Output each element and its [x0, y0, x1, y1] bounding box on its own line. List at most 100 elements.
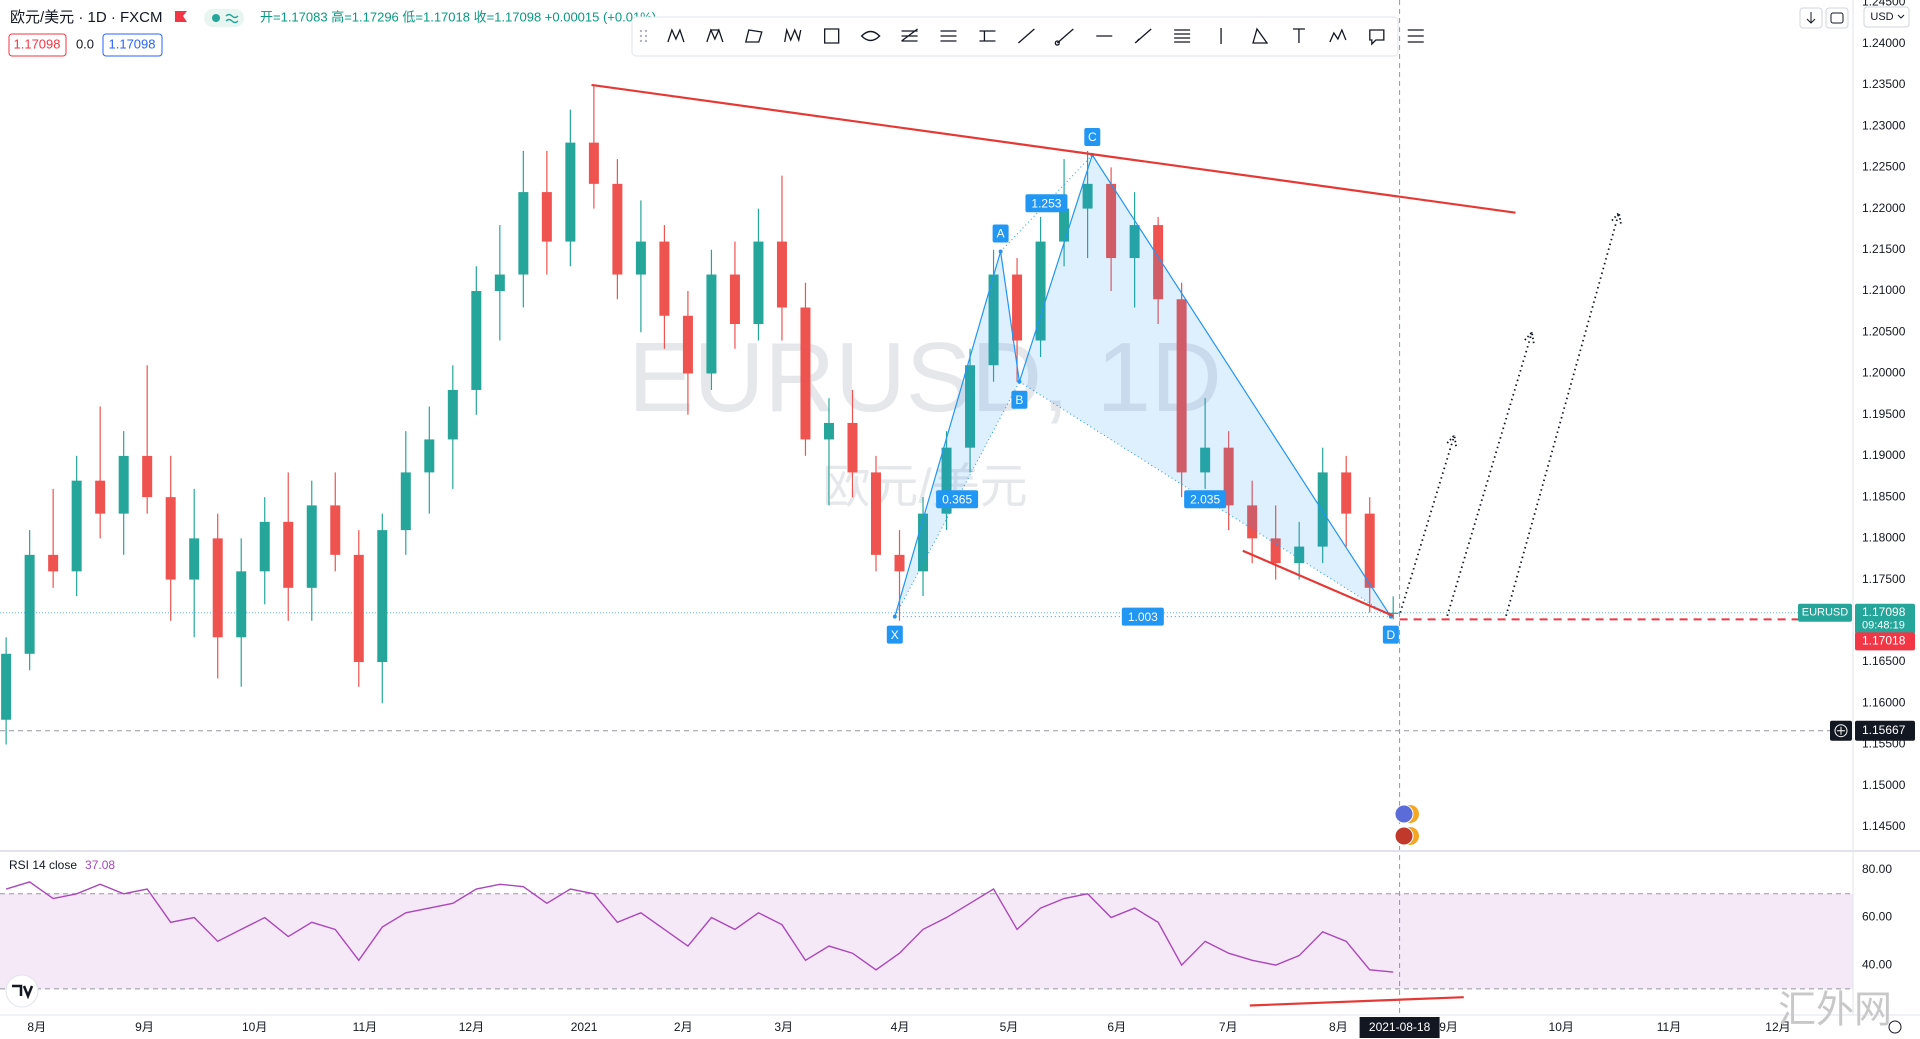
tool-button[interactable]	[744, 29, 763, 43]
y-tick-label: 1.17500	[1862, 572, 1906, 586]
tool-button[interactable]	[706, 28, 724, 43]
ratio-label: 1.003	[1128, 610, 1158, 624]
crosshair-tag	[1855, 720, 1915, 741]
add-alert-icon[interactable]	[1834, 724, 1848, 738]
y-tick-label: 1.18500	[1862, 489, 1906, 503]
candle-body	[823, 422, 834, 440]
watermark-symbol: EURUSD, 1D	[628, 322, 1222, 432]
currency-caret	[1897, 14, 1905, 19]
y-tick-label: 1.19500	[1862, 407, 1906, 421]
y-tick-label: 1.21000	[1862, 283, 1906, 297]
candle-body	[48, 554, 59, 572]
candle-body	[1317, 472, 1328, 547]
x-tick-label: 5月	[1000, 1020, 1019, 1034]
candle-body	[24, 554, 35, 654]
x-tick-label: 9月	[135, 1020, 154, 1034]
candle-body	[212, 538, 223, 638]
pattern-point	[892, 614, 897, 619]
sell-price[interactable]: 1.17098	[14, 36, 61, 51]
candle-body	[1200, 447, 1211, 473]
candle-body	[776, 241, 787, 308]
point-label: D	[1387, 628, 1396, 642]
low-price-tag	[1855, 632, 1915, 651]
tool-button[interactable]	[1174, 29, 1191, 43]
candle-body	[588, 142, 599, 184]
site-logo: 汇外网	[1778, 990, 1892, 1032]
candle-body	[1270, 538, 1281, 564]
y-tick-label: 1.14500	[1862, 819, 1906, 833]
trend-line	[591, 83, 1516, 214]
x-tick-label: 11月	[1657, 1020, 1681, 1034]
tool-button[interactable]	[1252, 27, 1269, 44]
tool-button[interactable]	[824, 28, 840, 44]
candle-body	[612, 183, 623, 275]
candle-body	[541, 192, 552, 242]
tool-button[interactable]	[667, 28, 685, 43]
fullscreen-icon	[1830, 12, 1844, 24]
settings-icon[interactable]	[1888, 1020, 1902, 1034]
last-price-label: 1.17098	[1862, 605, 1906, 619]
tool-button[interactable]	[1054, 28, 1074, 46]
candle-body	[729, 274, 740, 325]
symbol-title: 欧元/美元 · 1D · FXCM	[10, 9, 163, 26]
candle-body	[1223, 447, 1234, 506]
tool-button[interactable]	[901, 28, 918, 42]
rsi-value: 37.08	[85, 858, 115, 872]
tool-button[interactable]	[1329, 28, 1347, 43]
status-pill[interactable]	[204, 9, 244, 27]
sell-badge[interactable]	[8, 33, 67, 57]
y-tick-label: 1.22500	[1862, 160, 1906, 174]
rsi-trend-line	[1249, 996, 1464, 1007]
tool-button[interactable]	[1407, 29, 1424, 43]
x-tick-label: 6月	[1107, 1020, 1126, 1034]
candle-body	[142, 455, 153, 498]
last-price-tag	[1855, 603, 1915, 634]
pattern-leg	[894, 251, 1002, 617]
crosshair-label: 1.15667	[1862, 723, 1906, 737]
event-icon[interactable]	[1394, 804, 1414, 824]
ratio-label: 0.365	[942, 492, 972, 506]
candle-body	[941, 447, 952, 514]
event-icon[interactable]	[1394, 826, 1414, 846]
x-tick-label: 8月	[1329, 1020, 1348, 1034]
tv-logo-mark	[12, 984, 34, 1000]
event-icons	[1394, 804, 1419, 846]
x-tick-label: 7月	[1219, 1020, 1238, 1034]
candle-body	[377, 530, 388, 663]
x-tick-label: 12月	[459, 1020, 484, 1034]
tool-button[interactable]	[1292, 28, 1305, 43]
flag-icon[interactable]	[175, 11, 187, 22]
tool-button[interactable]	[860, 30, 881, 42]
buy-price[interactable]: 1.17098	[109, 36, 156, 51]
candle-body	[871, 472, 881, 555]
cursor-date-box	[1359, 1017, 1440, 1038]
x-tick-label: 12月	[1765, 1020, 1790, 1034]
x-tick-label: 3月	[774, 1020, 793, 1034]
candle-body	[518, 192, 529, 275]
buy-badge[interactable]	[102, 33, 163, 57]
point-label: A	[997, 227, 1005, 241]
currency-button[interactable]	[1863, 6, 1910, 28]
point-box	[1382, 625, 1399, 644]
tool-button[interactable]	[1369, 29, 1385, 46]
tool-button[interactable]	[1134, 28, 1152, 44]
candle-body	[471, 291, 482, 390]
currency[interactable]: USD	[1870, 11, 1893, 23]
point-label: C	[1088, 130, 1097, 144]
tool-button[interactable]	[1017, 28, 1035, 44]
tool-button[interactable]	[979, 30, 996, 42]
pattern-point	[998, 249, 1003, 254]
tool-button[interactable]	[784, 27, 802, 43]
fullscreen-button[interactable]	[1825, 7, 1849, 29]
ratio-label: 1.253	[1031, 196, 1061, 210]
ratio-box	[1184, 490, 1227, 509]
candle-body	[1, 653, 12, 720]
tool-button[interactable]	[940, 30, 957, 42]
candle-body	[1341, 472, 1352, 514]
candle-body	[189, 538, 200, 580]
candle-body	[118, 455, 129, 514]
scroll-icon	[1806, 12, 1816, 24]
candle-body	[682, 315, 693, 374]
market-open-dot	[212, 14, 220, 22]
candle-body	[494, 274, 505, 292]
